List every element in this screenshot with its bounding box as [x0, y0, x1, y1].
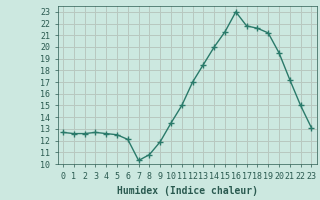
X-axis label: Humidex (Indice chaleur): Humidex (Indice chaleur) [117, 186, 258, 196]
